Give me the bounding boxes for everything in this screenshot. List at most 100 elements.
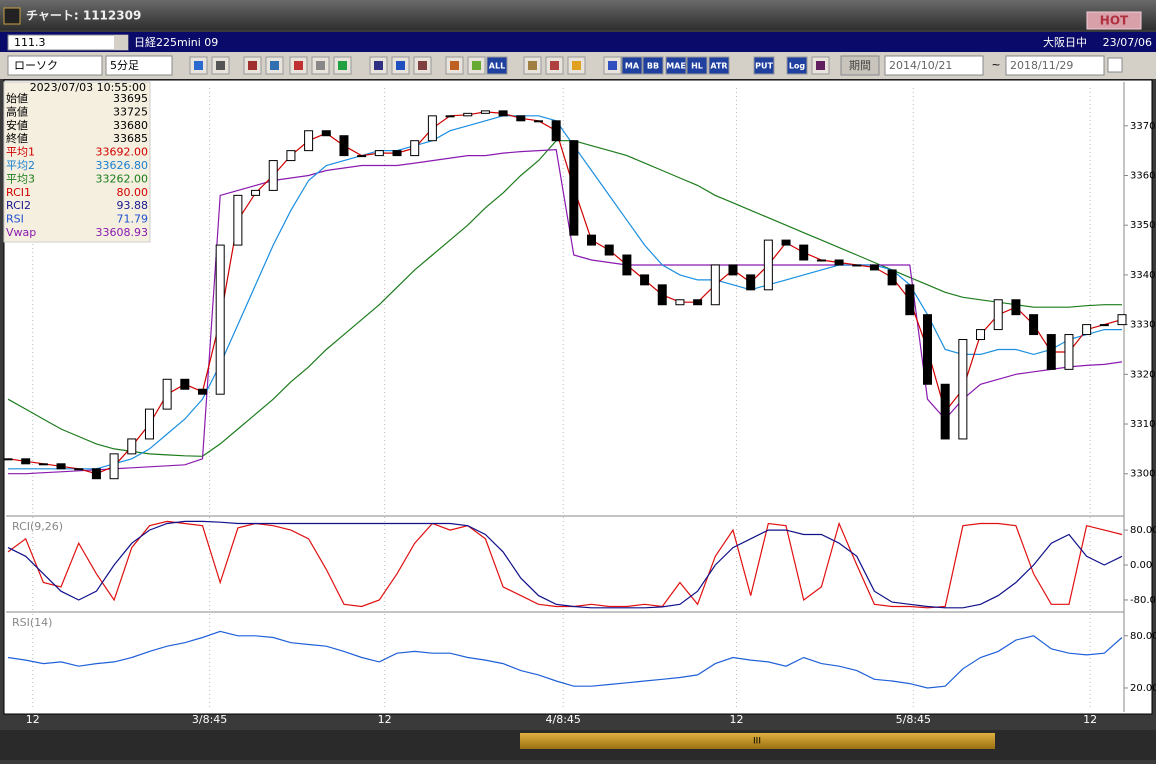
- info-label: RSI: [6, 213, 24, 226]
- symbol-name: 日経225mini 09: [134, 36, 218, 49]
- candle: [887, 269, 897, 286]
- candle: [480, 110, 490, 114]
- info-value: 33608.93: [96, 226, 149, 239]
- tool-button-label: Log: [789, 62, 806, 71]
- tool-button[interactable]: [686, 56, 708, 75]
- y-tick-label: 33400: [1130, 270, 1156, 281]
- info-label: 平均3: [6, 172, 35, 185]
- candle: [56, 463, 66, 470]
- from-date: 2014/10/21: [889, 59, 952, 72]
- tool-icon: [374, 61, 383, 70]
- scroll-thumb[interactable]: [520, 733, 995, 749]
- x-tick-label: 3/8:45: [192, 713, 227, 726]
- candle: [321, 130, 331, 137]
- candle: [198, 388, 208, 395]
- tool-button[interactable]: [642, 56, 664, 75]
- candle: [1117, 314, 1127, 326]
- tool-icon: [550, 61, 559, 70]
- candle: [533, 120, 543, 123]
- candle: [445, 115, 455, 118]
- tool-button[interactable]: [708, 56, 730, 75]
- y-tick-label: 33700: [1130, 121, 1156, 132]
- info-label: 始値: [6, 91, 28, 105]
- info-label: Vwap: [6, 226, 36, 239]
- tool-icon: [248, 61, 257, 70]
- tool-button[interactable]: [753, 56, 775, 75]
- candle: [463, 112, 473, 117]
- tool-button[interactable]: [665, 56, 687, 75]
- tool-icon: [216, 61, 225, 70]
- candle: [551, 120, 561, 142]
- tool-icon: [396, 61, 405, 70]
- y-tick-label: 33000: [1130, 469, 1156, 480]
- candle: [144, 408, 154, 440]
- date: 23/07/06: [1103, 36, 1152, 49]
- title-bar: [0, 0, 1156, 30]
- date-separator: ~: [991, 58, 1000, 71]
- tool-button-label: BB: [647, 62, 659, 71]
- tool-button[interactable]: [486, 56, 508, 75]
- candle: [834, 259, 844, 266]
- candle: [1099, 324, 1109, 327]
- y-tick-label: 33300: [1130, 320, 1156, 331]
- candle: [693, 299, 703, 306]
- rci-panel-label: RCI(9,26): [12, 520, 63, 533]
- candle: [268, 160, 278, 191]
- y-tick-label: 20.00: [1130, 683, 1156, 694]
- candle: [286, 150, 296, 162]
- tool-icon: [418, 61, 427, 70]
- tool-button[interactable]: [786, 56, 808, 75]
- tool-icon: [194, 61, 203, 70]
- tool-icon: [528, 61, 537, 70]
- candle: [233, 194, 243, 246]
- candle: [993, 299, 1003, 331]
- period-label: 期間: [849, 59, 871, 72]
- tool-icon: [338, 61, 347, 70]
- scroll-grip: III: [753, 737, 761, 747]
- to-date-box[interactable]: [1005, 55, 1105, 76]
- chart-type-select[interactable]: [7, 55, 103, 76]
- candle: [958, 339, 968, 440]
- info-value: 93.88: [117, 199, 149, 212]
- tool-button-label: ALL: [489, 62, 505, 71]
- info-label: RCI2: [6, 199, 31, 212]
- candle: [251, 189, 261, 196]
- code-text: 111.3: [14, 36, 46, 49]
- info-value: 33692.00: [96, 146, 149, 159]
- x-tick-label: 5/8:45: [896, 713, 931, 726]
- interval-select[interactable]: [105, 55, 173, 76]
- indicator-line: [7, 630, 1123, 689]
- candle: [374, 150, 384, 157]
- candle: [357, 155, 367, 158]
- info-datetime: 2023/07/03 10:55:00: [30, 81, 146, 94]
- hot-button[interactable]: [1086, 11, 1142, 30]
- tool-icon: [316, 61, 325, 70]
- candle: [799, 244, 809, 261]
- tool-button-label: HL: [691, 62, 703, 71]
- tool-button-label: PUT: [755, 62, 773, 71]
- candle: [657, 284, 667, 306]
- tool-button[interactable]: [621, 56, 643, 75]
- info-label: 安値: [6, 118, 28, 132]
- candle: [1011, 299, 1021, 316]
- indicator-line: [7, 520, 1123, 609]
- candle: [339, 135, 349, 157]
- x-tick-label: 12: [26, 713, 40, 726]
- tool-button-label: MAE: [666, 62, 686, 71]
- x-tick-label: 12: [378, 713, 392, 726]
- indicator-line: [7, 140, 1122, 457]
- to-date: 2018/11/29: [1010, 59, 1073, 72]
- tool-icon: [270, 61, 279, 70]
- x-tick-label: 12: [1083, 713, 1097, 726]
- checkbox[interactable]: [1107, 57, 1123, 73]
- info-label: 平均2: [6, 159, 35, 172]
- x-tick-label: 4/8:45: [546, 713, 581, 726]
- candle: [180, 378, 190, 390]
- y-tick-label: 33100: [1130, 419, 1156, 430]
- info-value: 33680: [113, 119, 148, 132]
- from-date-box[interactable]: [884, 55, 984, 76]
- tool-icons: ALL MA BB MAE HL ATR PUT Log: [189, 56, 830, 75]
- period-button[interactable]: [840, 55, 880, 76]
- info-value: 33685: [113, 132, 148, 145]
- code-dropdown[interactable]: [114, 35, 128, 50]
